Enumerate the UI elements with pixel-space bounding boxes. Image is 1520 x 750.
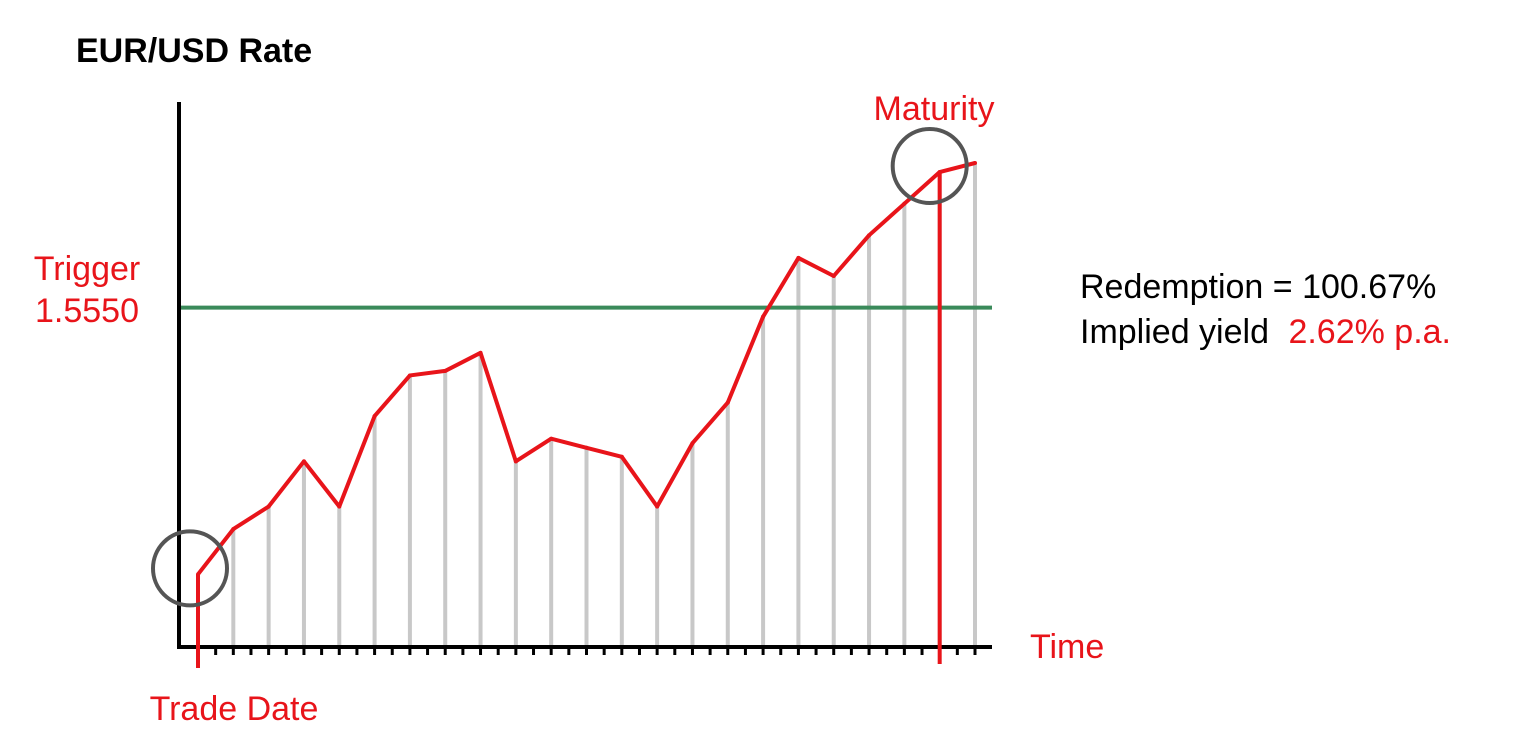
data-point	[902, 201, 907, 206]
data-point	[372, 414, 377, 419]
chart-title: EUR/USD Rate	[76, 32, 312, 70]
maturity-circle	[890, 127, 969, 206]
data-point	[867, 233, 872, 238]
trigger-label: Trigger	[34, 250, 140, 288]
data-point	[796, 255, 801, 260]
data-point	[266, 504, 271, 509]
data-point	[443, 368, 448, 373]
data-point	[690, 441, 695, 446]
x-axis-label: Time	[1030, 628, 1104, 666]
implied-yield-text: Implied yield 2.62% p.a.	[1080, 313, 1451, 351]
data-point	[196, 572, 200, 577]
trigger-value: 1.5550	[35, 292, 139, 330]
data-point	[301, 459, 306, 464]
data-point	[725, 400, 730, 405]
implied-yield-prefix: Implied yield	[1080, 313, 1269, 351]
maturity-label: Maturity	[874, 90, 995, 128]
data-points	[196, 161, 977, 577]
data-point	[655, 504, 660, 509]
data-point	[619, 454, 624, 459]
implied-yield-value: 2.62% p.a.	[1288, 313, 1451, 351]
data-point	[761, 314, 766, 319]
data-point	[831, 274, 836, 278]
data-point	[549, 436, 554, 441]
data-point	[937, 170, 942, 175]
droplines	[231, 163, 977, 647]
data-point	[513, 459, 518, 464]
trade-date-label: Trade Date	[150, 690, 319, 728]
trade-date-circle	[151, 529, 229, 608]
data-point	[407, 373, 412, 378]
data-point	[478, 350, 483, 355]
data-point	[231, 527, 236, 532]
data-point	[973, 161, 977, 165]
data-point	[337, 504, 342, 509]
data-point	[584, 445, 589, 450]
redemption-text: Redemption = 100.67%	[1080, 268, 1436, 306]
